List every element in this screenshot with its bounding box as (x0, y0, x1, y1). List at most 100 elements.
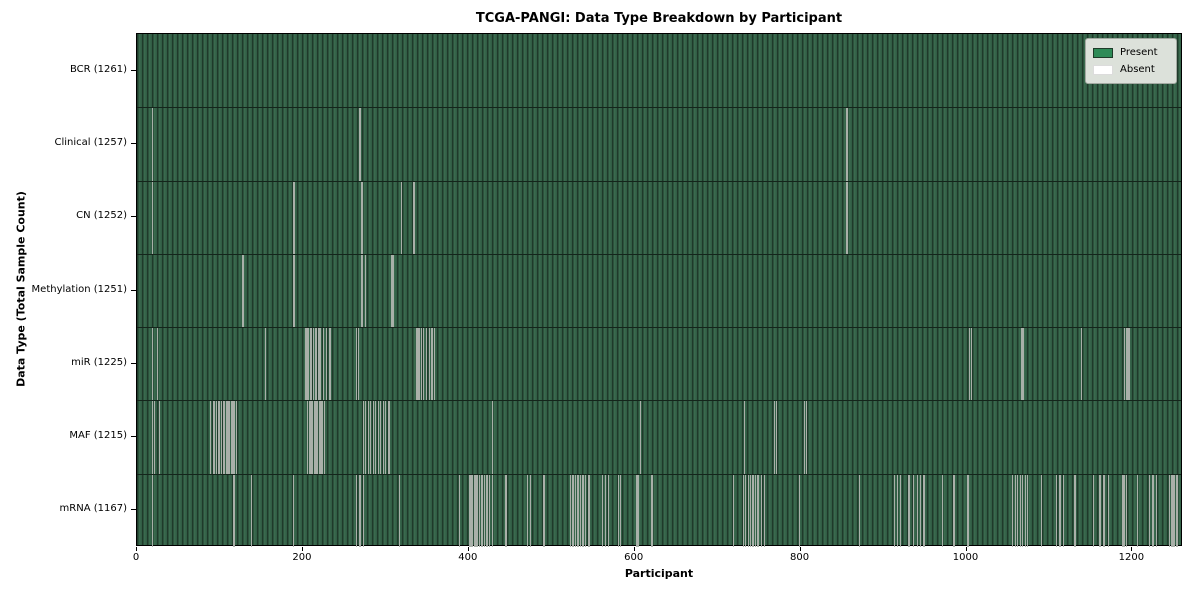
absent-swatch-icon (1093, 64, 1113, 75)
absent-stripe (213, 400, 215, 474)
legend-item-absent: Absent (1093, 61, 1169, 78)
absent-stripe (483, 473, 486, 547)
absent-stripe (638, 473, 640, 547)
absent-stripe (760, 473, 763, 547)
absent-stripe (1152, 473, 1154, 547)
absent-stripe (399, 473, 401, 547)
absent-stripe (619, 473, 622, 547)
absent-stripe (250, 473, 252, 547)
absent-stripe (1017, 473, 1019, 547)
absent-stripe (241, 253, 243, 328)
absent-stripe (747, 473, 749, 547)
x-tick-label-0: 0 (132, 552, 140, 563)
absent-stripe (492, 473, 494, 547)
absent-stripe (1124, 473, 1126, 547)
row-divider (137, 327, 1181, 329)
row-CN (137, 180, 1181, 254)
y-tick-mark (131, 436, 136, 438)
y-tick-label-mRNA: mRNA (1167) (59, 503, 127, 515)
absent-stripe (292, 473, 295, 547)
absent-stripe (153, 400, 155, 474)
absent-stripe (389, 400, 391, 474)
absent-stripe (569, 473, 572, 547)
absent-stripe (1148, 473, 1151, 547)
absent-stripe (572, 473, 574, 547)
absent-stripe (230, 400, 233, 474)
absent-stripe (314, 327, 316, 401)
absent-stripe (431, 327, 433, 401)
absent-stripe (636, 473, 638, 547)
y-tick-mark (131, 362, 136, 364)
absent-stripe (264, 327, 267, 401)
absent-stripe (151, 400, 154, 474)
absent-stripe (920, 473, 922, 547)
absent-stripe (752, 473, 754, 547)
absent-stripe (365, 400, 367, 474)
absent-stripe (308, 400, 310, 474)
absent-stripe (413, 180, 415, 254)
absent-stripe (1136, 473, 1138, 547)
absent-stripe (608, 473, 610, 547)
x-tick-mark (965, 547, 967, 551)
legend-present-label: Present (1120, 47, 1158, 58)
x-tick-mark (136, 547, 137, 551)
absent-stripe (209, 400, 212, 474)
absent-stripe (151, 107, 154, 181)
absent-stripe (1129, 327, 1131, 401)
absent-stripe (361, 180, 364, 254)
row-divider (137, 253, 1181, 255)
absent-stripe (318, 400, 320, 474)
absent-stripe (306, 327, 308, 401)
absent-stripe (370, 400, 372, 474)
absent-stripe (400, 180, 403, 254)
absent-stripe (1024, 473, 1026, 547)
x-tick-label-400: 400 (458, 552, 478, 563)
absent-stripe (382, 400, 384, 474)
y-tick-mark (131, 289, 136, 291)
y-tick-label-miR: miR (1225) (71, 356, 127, 368)
y-tick-label-Clinical: Clinical (1257) (54, 136, 128, 148)
absent-stripe (604, 473, 607, 547)
row-miR (137, 327, 1181, 401)
y-tick-label-BCR: BCR (1261) (69, 63, 127, 75)
absent-stripe (601, 473, 603, 547)
absent-stripe (419, 327, 421, 401)
absent-stripe (433, 327, 436, 401)
absent-stripe (367, 400, 369, 474)
absent-stripe (229, 400, 231, 474)
absent-stripe (1177, 473, 1179, 547)
y-tick-label-MAF: MAF (1215) (69, 430, 127, 442)
absent-stripe (1125, 327, 1128, 401)
absent-stripe (312, 327, 315, 401)
absent-stripe (1099, 473, 1101, 547)
absent-stripe (326, 327, 328, 401)
absent-stripe (893, 473, 895, 547)
absent-stripe (966, 473, 968, 547)
absent-stripe (428, 327, 431, 401)
absent-stripe (361, 253, 364, 328)
absent-stripe (941, 473, 943, 547)
absent-stripe (304, 327, 306, 401)
absent-stripe (225, 400, 228, 474)
absent-stripe (582, 473, 584, 547)
absent-stripe (1103, 473, 1105, 547)
absent-stripe (775, 400, 777, 474)
absent-stripe (392, 253, 394, 328)
x-tick-label-800: 800 (790, 552, 810, 563)
plot-area (136, 33, 1182, 547)
absent-stripe (846, 180, 848, 254)
absent-stripe (900, 473, 902, 547)
absent-stripe (618, 473, 620, 547)
row-BCR (137, 34, 1181, 107)
absent-stripe (803, 400, 806, 474)
absent-stripe (156, 327, 159, 401)
absent-stripe (357, 327, 359, 401)
absent-stripe (579, 473, 582, 547)
x-tick-mark (1131, 547, 1133, 551)
absent-stripe (1175, 473, 1177, 547)
absent-stripe (359, 473, 361, 547)
absent-stripe (1022, 327, 1025, 401)
absent-stripe (968, 473, 970, 547)
absent-stripe (1019, 473, 1021, 547)
absent-stripe (912, 473, 914, 547)
